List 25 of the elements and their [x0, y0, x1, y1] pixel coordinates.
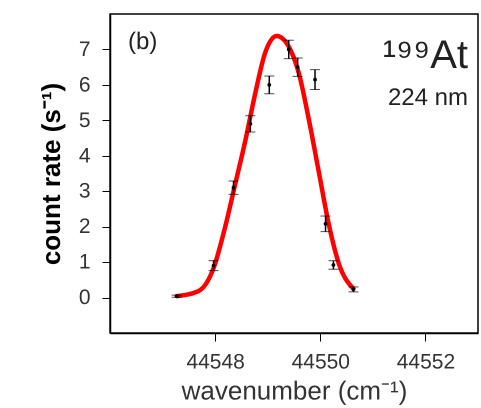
x-tick-label: 44550	[292, 350, 350, 374]
point	[232, 186, 236, 190]
point	[324, 222, 328, 226]
y-tick-label: 0	[78, 286, 90, 310]
point	[286, 48, 291, 52]
y-tick-label: 6	[78, 73, 90, 96]
x-axis-title: wavenumber (cm⁻¹)	[180, 376, 408, 406]
x-tick-label: 44552	[396, 350, 456, 374]
y-tick-label: 1	[78, 250, 90, 274]
annotation: ¹⁹⁹At	[382, 33, 468, 77]
point	[248, 122, 252, 126]
point	[212, 264, 216, 268]
annotation: 224 nm	[388, 84, 468, 111]
y-tick-label: 5	[78, 108, 90, 132]
annotation: (b)	[128, 28, 158, 55]
point	[296, 65, 300, 70]
y-tick-label: 3	[78, 180, 90, 203]
y-tick-label: 4	[78, 144, 91, 168]
y-tick-label: 7	[78, 38, 90, 61]
point	[267, 83, 272, 87]
y-axis-title: count rate (s⁻¹)	[36, 82, 66, 266]
point	[332, 263, 336, 267]
point	[313, 78, 317, 82]
x-tick-label: 44548	[186, 350, 245, 374]
y-tick-label: 2	[78, 215, 90, 238]
